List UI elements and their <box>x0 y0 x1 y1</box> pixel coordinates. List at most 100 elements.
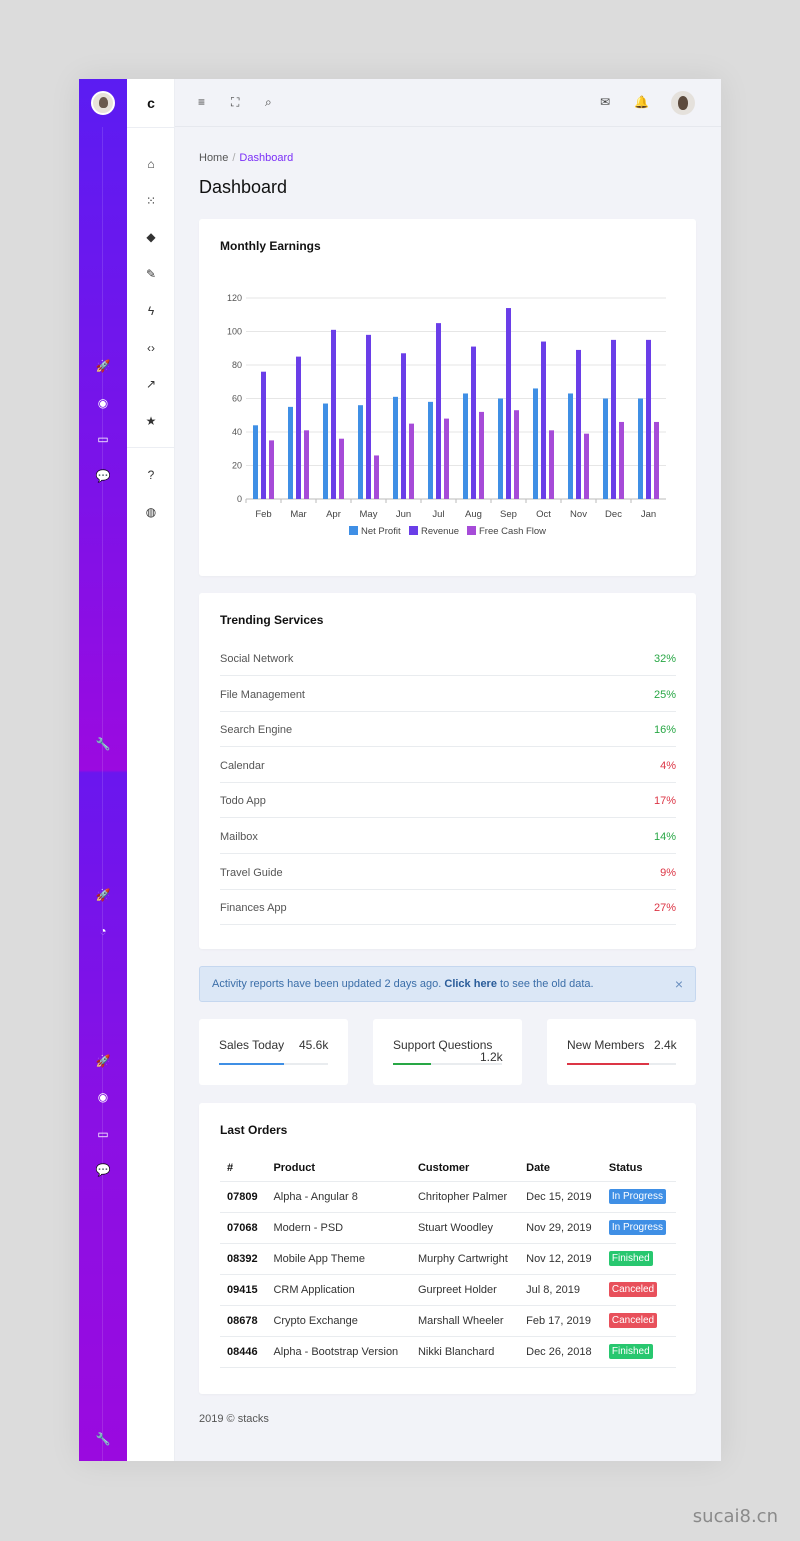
order-status: In Progress <box>601 1181 676 1213</box>
order-id: 09415 <box>220 1274 267 1306</box>
table-row[interactable]: 07068 Modern - PSD Stuart Woodley Nov 29, 2… <box>220 1212 676 1244</box>
globe-icon[interactable]: ◉ <box>97 1090 109 1104</box>
x-tick-label: Feb <box>255 509 271 520</box>
footer: 2019 © stacks <box>199 1413 269 1425</box>
lightning-icon[interactable]: ϟ <box>147 304 155 318</box>
list-item[interactable]: Search Engine 16% <box>220 712 676 748</box>
table-row[interactable]: 08678 Crypto Exchange Marshall Wheeler Feb … <box>220 1305 676 1337</box>
service-name: Mailbox <box>220 831 258 843</box>
menu-icon[interactable]: ≡ <box>198 95 206 109</box>
brush-icon[interactable]: ✎ <box>145 267 157 281</box>
list-item[interactable]: Travel Guide 9% <box>220 855 676 890</box>
list-item[interactable]: Mailbox 14% <box>220 819 676 854</box>
globe-icon[interactable]: ◍ <box>145 505 157 519</box>
wrench-icon[interactable]: 🔧 <box>95 1432 111 1446</box>
column-header: Status <box>601 1155 676 1182</box>
table-header: # Product Customer Date Status <box>220 1155 676 1182</box>
legend-label: Free Cash Flow <box>479 526 546 537</box>
customer-name: Nikki Blanchard <box>410 1336 520 1368</box>
bar <box>584 433 589 499</box>
table-row[interactable]: 07809 Alpha - Angular 8 Chritopher Palmer D… <box>220 1181 676 1213</box>
bar <box>296 356 301 499</box>
breadcrumb-home[interactable]: Home <box>199 152 229 164</box>
bar <box>603 398 608 499</box>
apps-icon[interactable]: ⁙ <box>145 194 157 208</box>
search-icon[interactable]: ⌕ <box>265 95 272 109</box>
order-date: Nov 29, 2019 <box>519 1212 602 1244</box>
wrench-icon[interactable]: 🔧 <box>95 737 111 751</box>
trend-icon[interactable]: ↗ <box>145 377 157 391</box>
table-row[interactable]: 08446 Alpha - Bootstrap Version Nikki Blan… <box>220 1336 676 1368</box>
user-avatar[interactable] <box>91 91 115 115</box>
column-header: Date <box>519 1155 602 1182</box>
alert-text: Activity reports have been updated 2 day… <box>212 978 594 990</box>
inbox-icon[interactable]: ▭ <box>97 1127 109 1141</box>
order-status: Finished <box>601 1243 676 1275</box>
y-tick-label: 0 <box>237 494 242 504</box>
x-tick-label: Dec <box>605 509 622 520</box>
bar <box>366 334 371 499</box>
mail-icon[interactable]: ✉ <box>600 95 611 109</box>
orders-card: Last Orders # Product Customer Date Status 0… <box>199 1103 696 1394</box>
bar <box>253 425 258 499</box>
x-tick-label: Sep <box>500 509 517 520</box>
app-window: 🚀 ◉ ▭ 💬 🔧 🚀 ◔ 🚀 ◉ ▭ 💬 🔧 c ⌂ ⁙ ◆ ✎ ϟ ‹› ↗… <box>79 79 721 1461</box>
info-alert: Activity reports have been updated 2 day… <box>199 966 696 1002</box>
order-date: Dec 26, 2018 <box>519 1336 602 1368</box>
list-item[interactable]: Todo App 17% <box>220 783 676 819</box>
brand-logo[interactable]: c <box>147 95 155 111</box>
chat-icon[interactable]: ◔ <box>99 924 107 938</box>
order-id: 07809 <box>220 1181 267 1213</box>
user-avatar[interactable] <box>671 91 695 115</box>
globe-icon[interactable]: ◉ <box>97 396 109 410</box>
bar <box>436 323 441 499</box>
list-item[interactable]: File Management 25% <box>220 677 676 712</box>
bell-icon[interactable]: 🔔 <box>634 95 649 109</box>
help-icon[interactable]: ? <box>147 468 155 482</box>
code-icon[interactable]: ‹› <box>147 341 155 355</box>
service-name: Social Network <box>220 653 294 665</box>
bar <box>444 418 449 499</box>
service-name: Calendar <box>220 759 265 772</box>
chat-icon[interactable]: 💬 <box>95 469 111 483</box>
y-tick-label: 120 <box>227 293 242 303</box>
bar <box>463 393 468 499</box>
y-tick-label: 100 <box>227 327 242 337</box>
fullscreen-icon[interactable]: ⛶ <box>231 95 240 109</box>
bar <box>269 440 274 499</box>
close-icon[interactable]: × <box>674 976 683 992</box>
bar <box>541 341 546 499</box>
column-header: Customer <box>410 1155 520 1182</box>
progress-fill <box>219 1063 285 1065</box>
list-item[interactable]: Finances App 27% <box>220 890 676 926</box>
service-name: Todo App <box>220 795 266 808</box>
alert-link[interactable]: Click here <box>444 978 497 990</box>
order-id: 08678 <box>220 1305 267 1337</box>
stat-card: Sales Today 45.6k <box>199 1019 348 1085</box>
rocket-icon[interactable]: 🚀 <box>95 1054 111 1068</box>
product-name: Alpha - Angular 8 <box>266 1181 411 1213</box>
table-row[interactable]: 08392 Mobile App Theme Murphy Cartwright No… <box>220 1243 676 1275</box>
list-item[interactable]: Social Network 32% <box>220 641 676 676</box>
x-tick-label: Oct <box>536 509 551 520</box>
table-row[interactable]: 09415 CRM Application Gurpreet Holder Jul 8… <box>220 1274 676 1306</box>
customer-name: Murphy Cartwright <box>410 1243 520 1275</box>
stat-value: 2.4k <box>654 1038 677 1052</box>
rocket-icon[interactable]: 🚀 <box>95 359 111 373</box>
x-tick-label: Nov <box>570 509 587 520</box>
trending-card: Trending Services Social Network 32% File … <box>199 593 696 949</box>
list-item[interactable]: Calendar 4% <box>220 748 676 783</box>
service-name: Finances App <box>220 902 287 915</box>
star-icon[interactable]: ★ <box>145 414 157 428</box>
home-icon[interactable]: ⌂ <box>147 157 155 171</box>
bar <box>331 329 336 499</box>
layers-icon[interactable]: ◆ <box>146 230 156 244</box>
order-status: Canceled <box>601 1305 676 1337</box>
chat-icon[interactable]: 💬 <box>95 1163 111 1177</box>
order-status: In Progress <box>601 1212 676 1244</box>
divider <box>127 447 175 448</box>
inbox-icon[interactable]: ▭ <box>97 432 109 446</box>
rocket-icon[interactable]: 🚀 <box>95 888 111 902</box>
x-tick-label: Aug <box>465 509 482 520</box>
service-percent: 17% <box>653 795 676 808</box>
